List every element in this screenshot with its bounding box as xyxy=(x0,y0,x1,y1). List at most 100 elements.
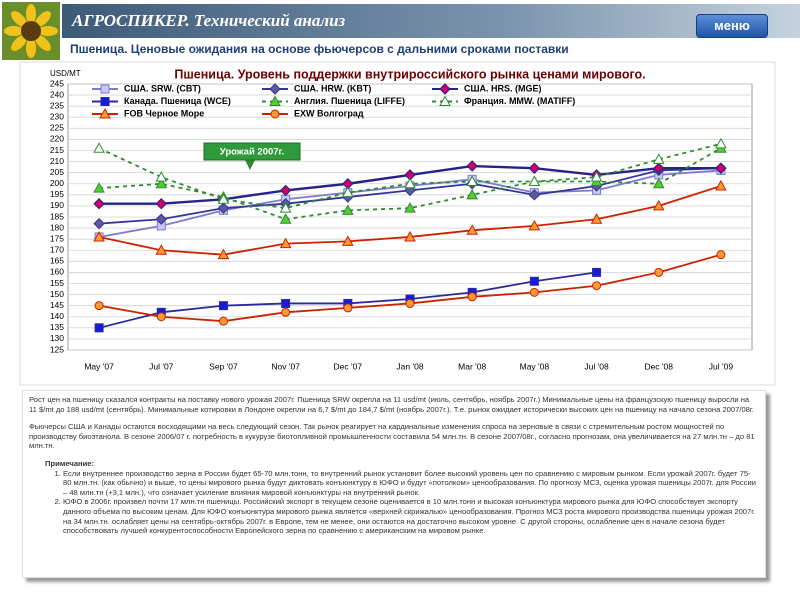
y-tick-label: 220 xyxy=(50,134,64,144)
marker xyxy=(528,219,541,231)
x-tick-label: Jul '09 xyxy=(709,361,734,371)
marker xyxy=(100,84,110,94)
x-tick-label: Jul '07 xyxy=(149,361,174,371)
marker xyxy=(156,312,166,322)
marker xyxy=(341,235,354,246)
marker xyxy=(528,189,541,201)
logo xyxy=(2,2,60,60)
text-box: Рост цен на пшеницу сказался контракты н… xyxy=(22,390,766,578)
x-tick-label: Dec '07 xyxy=(334,361,363,371)
legend-label: FOB Черное Море xyxy=(124,108,204,118)
y-axis-label: USD/MT xyxy=(50,69,81,78)
y-tick-label: 180 xyxy=(50,222,64,232)
y-tick-label: 230 xyxy=(50,112,64,122)
y-tick-label: 225 xyxy=(50,123,64,133)
marker xyxy=(94,301,104,311)
header-bar: АГРОСПИКЕР. Технический анализ xyxy=(62,4,800,38)
x-tick-label: Dec '08 xyxy=(644,361,673,371)
marker xyxy=(592,267,602,277)
marker xyxy=(269,83,281,95)
x-tick-label: Nov '07 xyxy=(271,361,300,371)
y-tick-label: 145 xyxy=(50,300,64,310)
marker xyxy=(217,193,230,204)
marker xyxy=(466,160,478,172)
marker xyxy=(155,177,168,189)
y-tick-label: 245 xyxy=(50,78,64,88)
marker xyxy=(653,162,665,174)
marker xyxy=(269,95,281,106)
marker xyxy=(343,303,353,313)
legend-label: EXW Волгоград xyxy=(294,108,364,118)
marker xyxy=(652,153,665,164)
y-tick-label: 140 xyxy=(50,311,64,321)
y-tick-label: 190 xyxy=(50,200,64,210)
marker xyxy=(100,97,110,106)
note: Если внутреннее производство зерна в Рос… xyxy=(63,469,759,498)
paragraph: Фьючерсы США и Канады остаются восходящи… xyxy=(29,422,755,451)
y-tick-label: 195 xyxy=(50,189,64,199)
y-tick-label: 175 xyxy=(50,233,64,243)
marker xyxy=(439,83,451,95)
marker xyxy=(529,287,539,297)
marker xyxy=(715,137,727,149)
marker xyxy=(652,199,665,211)
marker xyxy=(404,202,416,213)
marker xyxy=(93,142,105,153)
y-tick-label: 130 xyxy=(50,333,64,343)
y-tick-label: 185 xyxy=(50,211,64,221)
marker xyxy=(281,298,291,308)
subtitle: Пшеница. Ценовые ожидания на основе фьюч… xyxy=(70,42,569,56)
marker xyxy=(279,237,292,249)
marker xyxy=(217,248,230,260)
marker xyxy=(404,177,416,189)
marker xyxy=(652,177,665,189)
legend-label: Канада. Пшеница (WCE) xyxy=(124,96,231,106)
y-tick-label: 235 xyxy=(50,100,64,110)
y-tick-label: 160 xyxy=(50,267,64,277)
marker xyxy=(466,175,479,187)
note-title: Примечание: xyxy=(45,458,95,468)
marker xyxy=(341,186,354,198)
menu-button[interactable]: меню xyxy=(696,14,768,38)
paragraph: Рост цен на пшеницу сказался контракты н… xyxy=(29,395,754,414)
marker xyxy=(218,301,228,311)
marker xyxy=(341,204,354,215)
marker xyxy=(590,171,603,182)
marker xyxy=(715,162,727,174)
y-tick-label: 170 xyxy=(50,245,64,255)
marker xyxy=(654,267,664,277)
marker xyxy=(592,281,602,291)
annotation: Урожай 2007г. xyxy=(203,142,301,170)
marker xyxy=(99,107,111,119)
x-tick-label: Jan '08 xyxy=(396,361,423,371)
marker xyxy=(155,213,167,225)
annotation-text: Урожай 2007г. xyxy=(220,147,284,158)
marker xyxy=(529,276,539,286)
marker xyxy=(404,230,416,242)
y-tick-label: 205 xyxy=(50,167,64,177)
marker xyxy=(93,230,105,242)
marker xyxy=(590,213,603,224)
x-tick-label: Jul '08 xyxy=(584,361,609,371)
marker xyxy=(218,316,228,326)
note: ЮФО в 2006г. произвел почти 17 млн.тн пш… xyxy=(63,497,759,535)
marker xyxy=(279,184,292,197)
marker xyxy=(715,179,727,191)
marker xyxy=(528,175,541,187)
y-tick-label: 215 xyxy=(50,145,64,155)
notes: Если внутреннее производство зерна в Рос… xyxy=(29,469,759,536)
chart-title: Пшеница. Уровень поддержки внутрироссийс… xyxy=(174,67,645,81)
legend-label: Франция. MMW. (MATIFF) xyxy=(464,96,575,106)
x-tick-label: May '08 xyxy=(520,361,550,371)
legend-label: США. SRW. (CBT) xyxy=(124,83,201,93)
y-tick-label: 165 xyxy=(50,256,64,266)
marker xyxy=(467,292,477,302)
x-tick-label: May '07 xyxy=(84,361,114,371)
marker xyxy=(93,197,105,210)
marker xyxy=(279,213,292,224)
y-tick-label: 125 xyxy=(50,344,64,354)
marker xyxy=(279,202,292,213)
y-tick-label: 210 xyxy=(50,156,64,166)
marker xyxy=(155,244,168,255)
